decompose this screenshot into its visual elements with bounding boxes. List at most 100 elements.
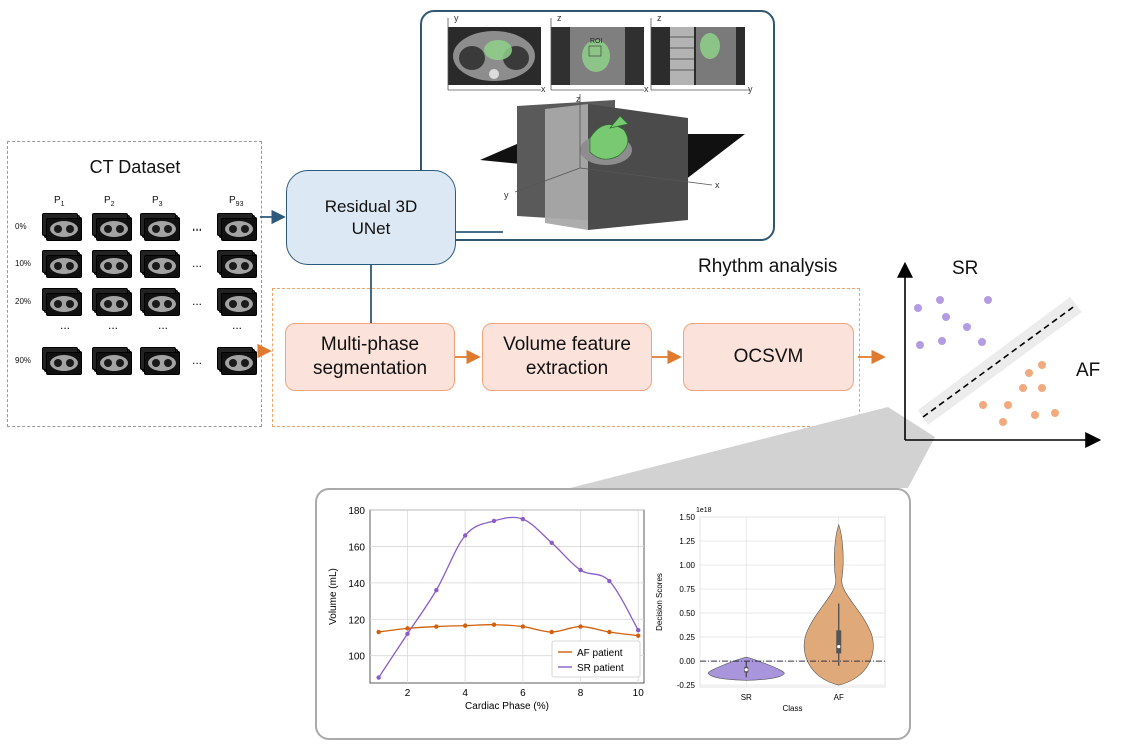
- ct-dataset-panel: [7, 141, 262, 427]
- ct-lung: [241, 225, 249, 233]
- ct-lung: [241, 359, 249, 367]
- violin-sr-median: [744, 668, 748, 672]
- ct-slice: [46, 255, 82, 278]
- ct-slice: [144, 218, 180, 241]
- ct-lung: [152, 262, 160, 270]
- data-point: [549, 629, 554, 635]
- ct-lung: [66, 262, 74, 270]
- ct-slice-stack: [40, 345, 84, 375]
- residual-3d-unet-node: Residual 3D UNet: [286, 170, 456, 265]
- ellipsis: ...: [232, 318, 243, 332]
- ct-lung: [116, 300, 124, 308]
- segmentation-visual: [447, 18, 750, 230]
- data-point: [578, 567, 583, 573]
- phase-label: 20%: [15, 297, 32, 306]
- multi-phase-segmentation-node: Multi-phase segmentation: [285, 323, 455, 391]
- phase-label: 90%: [15, 356, 32, 365]
- legend-label: SR patient: [577, 663, 624, 674]
- y-tick-label: 160: [348, 542, 365, 553]
- data-point: [578, 624, 583, 629]
- legend-label: AF patient: [577, 648, 623, 659]
- ct-lung: [241, 262, 249, 270]
- patient-label: P2: [104, 195, 115, 208]
- axial-slice-image: [448, 27, 541, 85]
- patient-label: P93: [229, 195, 243, 208]
- y-tick-label: 100: [348, 652, 365, 663]
- patient-label-subscript: 93: [235, 201, 244, 208]
- ct-slice-stack: [138, 286, 182, 316]
- data-point: [462, 623, 468, 628]
- phase-label: 10%: [15, 259, 32, 268]
- axis-label-vertical: z: [657, 13, 662, 23]
- ct-dataset-title: CT Dataset: [89, 157, 181, 177]
- y-tick-label: -0.25: [677, 681, 696, 690]
- x-axis-label: Class: [782, 704, 802, 713]
- y-tick-label: 140: [348, 579, 365, 590]
- ct-slice-stack: [90, 211, 134, 241]
- ct-slice: [46, 352, 82, 375]
- data-point: [607, 578, 612, 584]
- scale-label: 1e18: [696, 507, 712, 514]
- data-point: [434, 624, 439, 629]
- data-point: [405, 626, 410, 631]
- ct-slice: [96, 218, 132, 241]
- rhythm-analysis-label: Rhythm analysis: [698, 256, 838, 277]
- ct-lung: [104, 262, 112, 270]
- sr-class-label: SR: [952, 258, 979, 279]
- ct-lung: [152, 359, 160, 367]
- ct-slice: [221, 293, 257, 316]
- ct-lung: [66, 359, 74, 367]
- ct-slice-stack: [90, 345, 134, 375]
- x-tick-label: 2: [405, 688, 411, 699]
- axis-label-vertical: y: [454, 13, 459, 23]
- violin-af-box: [836, 630, 842, 654]
- ct-slice-stack: [215, 345, 259, 375]
- axis-label-horizontal: x: [644, 84, 649, 94]
- ct-lung: [116, 359, 124, 367]
- ct-lung: [152, 300, 160, 308]
- data-point: [376, 675, 381, 680]
- ct-lung: [54, 300, 62, 308]
- x-tick-label: 10: [633, 688, 645, 699]
- ct-slice: [221, 352, 257, 375]
- ct-slice-stack: [138, 345, 182, 375]
- ocsvm-node: OCSVM: [683, 323, 854, 391]
- ct-slice: [144, 293, 180, 316]
- patient-label: P1: [54, 195, 65, 208]
- ct-lung: [116, 262, 124, 270]
- patient-label-base: P: [152, 195, 159, 206]
- ct-lung: [241, 300, 249, 308]
- data-point: [607, 629, 612, 635]
- patient-label-base: P: [54, 195, 61, 206]
- y-tick-label: 1.25: [679, 537, 695, 546]
- axis-label-y-3d: y: [504, 190, 509, 200]
- ct-slice: [144, 255, 180, 278]
- ellipsis: ...: [108, 318, 119, 332]
- af-class-label: AF: [1076, 360, 1101, 381]
- x-tick-label: 6: [520, 688, 526, 699]
- ct-slice: [46, 218, 82, 241]
- y-tick-label: 120: [348, 615, 365, 626]
- ct-slice-stack: [215, 286, 259, 316]
- ellipsis: ...: [158, 318, 169, 332]
- ellipsis: ...: [192, 256, 203, 270]
- ct-lung: [54, 262, 62, 270]
- x-tick-label: AF: [834, 693, 844, 702]
- ct-slice-stack: [90, 248, 134, 278]
- ellipsis: ...: [192, 220, 203, 234]
- ct-lung: [229, 225, 237, 233]
- ct-lung: [229, 300, 237, 308]
- patient-label: P3: [152, 195, 163, 208]
- y-tick-label: 180: [348, 506, 365, 517]
- y-tick-label: 0.50: [679, 609, 695, 618]
- ct-slice-stack: [138, 211, 182, 241]
- ct-slice: [96, 293, 132, 316]
- volume-feature-extraction-node: Volume feature extraction: [482, 323, 652, 391]
- patient-label-subscript: 2: [110, 201, 115, 208]
- ct-lung: [116, 225, 124, 233]
- violin-af-median: [837, 645, 841, 649]
- ct-lung: [152, 225, 160, 233]
- coronal-slice-image: [551, 27, 644, 85]
